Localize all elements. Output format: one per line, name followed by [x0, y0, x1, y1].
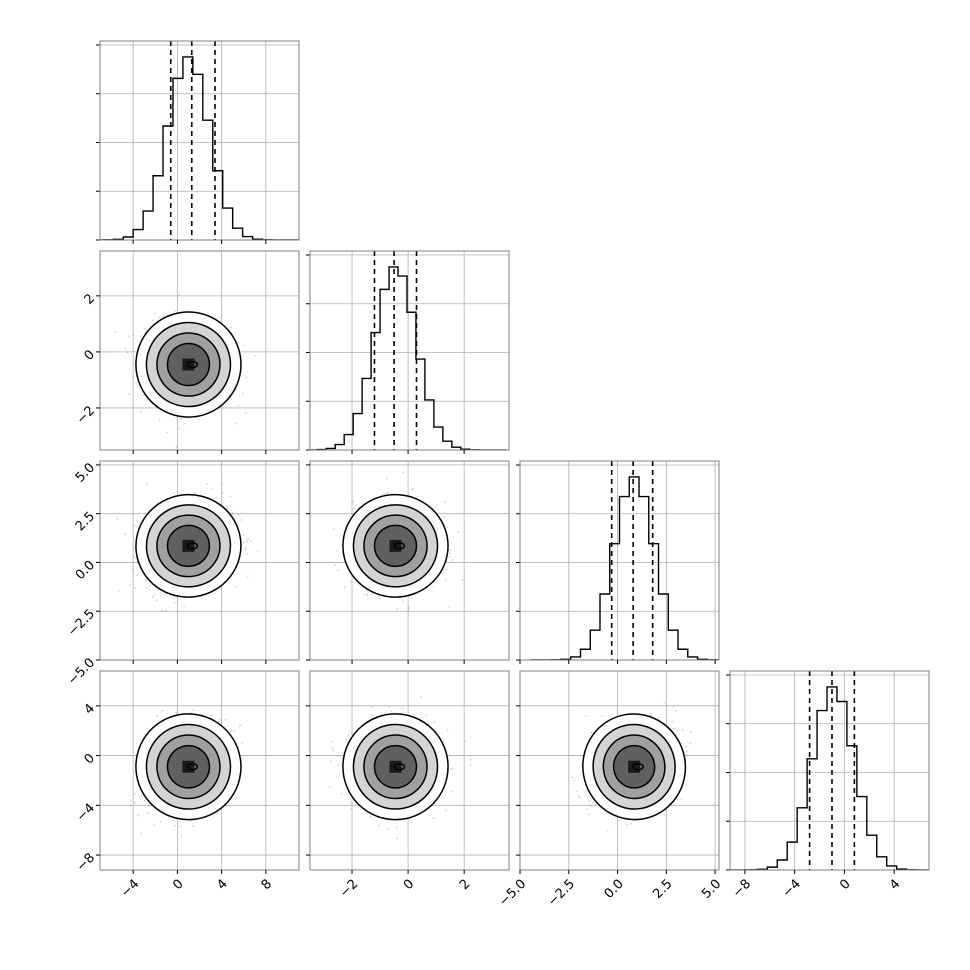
y-tick-label-2-4: 5.0 — [73, 460, 98, 485]
y-tick-label-3-2: 0 — [82, 751, 98, 767]
density-peak-2-0 — [182, 539, 195, 552]
contour-2-1-2 — [352, 504, 439, 588]
contour-inner-2-1 — [393, 542, 406, 550]
x-tick-label-1-1: 0 — [401, 877, 417, 893]
x-tick-label-3-2: 0 — [837, 877, 853, 893]
x-tick-label-1-0: −2 — [337, 877, 361, 901]
x-tick-label-2-3: 2.5 — [650, 877, 675, 902]
contour-inner-3-0 — [186, 763, 199, 771]
density-peak-3-0 — [182, 760, 195, 773]
y-tick-label-3-1: −4 — [74, 801, 98, 825]
contour-2-1-0 — [373, 524, 418, 568]
contour-inner-1-0 — [186, 360, 199, 369]
contour-inner-3-2 — [632, 763, 644, 771]
contour-3-0-2 — [145, 723, 232, 810]
x-tick-label-2-4: 5.0 — [699, 877, 724, 902]
contour-inner-2-0 — [186, 542, 199, 550]
panel-frame-2-0 — [99, 460, 300, 661]
contour-3-2-1 — [602, 734, 666, 800]
x-tick-label-3-1: −4 — [780, 877, 804, 901]
y-tick-label-1-1: 0 — [82, 347, 98, 363]
scatter-panel-3-1 — [306, 670, 510, 874]
x-tick-label-2-1: −2.5 — [545, 877, 578, 910]
panel-frame-3-3 — [729, 670, 930, 871]
hist-panel-0 — [96, 40, 300, 244]
contour-2-1-3 — [342, 493, 449, 598]
histogram-3 — [730, 686, 929, 870]
y-tick-label-3-3: 4 — [82, 701, 98, 717]
density-peak-3-2 — [628, 760, 641, 773]
contour-1-0-2 — [145, 321, 232, 408]
x-tick-label-2-2: 0.0 — [602, 877, 627, 902]
panel-frame-1-1 — [309, 250, 510, 451]
scatter-panel-2-0 — [96, 460, 300, 664]
scatter-panel-3-2 — [516, 670, 720, 874]
y-tick-label-1-2: 2 — [82, 291, 98, 307]
y-tick-label-1-0: −2 — [74, 403, 98, 427]
panel-frame-1-0 — [99, 250, 300, 451]
contour-3-1-2 — [352, 723, 439, 810]
contour-inner-3-1 — [393, 763, 406, 771]
contour-2-0-3 — [135, 493, 242, 598]
contour-1-0-1 — [156, 332, 221, 397]
y-tick-label-3-0: −8 — [74, 851, 98, 875]
y-tick-label-2-2: 0.0 — [73, 558, 98, 583]
x-tick-label-0-1: 0 — [170, 877, 186, 893]
histogram-2 — [531, 476, 719, 660]
scatter-panel-3-0 — [96, 670, 300, 874]
contour-3-1-1 — [363, 734, 428, 800]
density-peak-1-0 — [182, 358, 195, 371]
contour-3-1-3 — [342, 713, 449, 821]
y-tick-label-2-0: −5.0 — [65, 655, 98, 688]
x-tick-label-0-3: 8 — [259, 877, 275, 893]
panel-frame-3-2 — [519, 670, 720, 871]
y-tick-label-2-3: 2.5 — [73, 509, 98, 534]
histogram-1 — [310, 266, 507, 450]
panel-frame-3-1 — [309, 670, 510, 871]
contour-2-1-1 — [363, 514, 428, 578]
panel-frame-0-0 — [99, 40, 300, 241]
contour-3-0-1 — [156, 734, 221, 800]
x-tick-label-0-2: 4 — [214, 877, 230, 893]
x-tick-label-3-3: 4 — [887, 877, 903, 893]
hist-panel-2 — [516, 460, 720, 664]
histogram-0 — [100, 56, 299, 240]
panel-frame-3-0 — [99, 670, 300, 871]
y-tick-label-2-1: −2.5 — [65, 607, 98, 640]
x-tick-label-2-0: −5.0 — [496, 877, 529, 910]
contour-1-0-0 — [166, 342, 211, 387]
hist-panel-1 — [306, 250, 510, 454]
x-tick-label-1-2: 2 — [457, 877, 473, 893]
contour-2-0-2 — [145, 504, 232, 588]
density-peak-3-1 — [389, 760, 402, 773]
contour-3-2-2 — [592, 723, 676, 810]
contour-3-2-3 — [582, 713, 687, 821]
x-tick-label-3-0: −8 — [730, 877, 754, 901]
panel-frame-2-1 — [309, 460, 510, 661]
contour-3-0-3 — [135, 713, 242, 821]
contour-3-0-0 — [166, 744, 211, 789]
x-tick-label-0-0: −4 — [118, 877, 142, 901]
contour-1-0-3 — [135, 311, 242, 418]
panel-frame-2-2 — [519, 460, 720, 661]
contour-3-1-0 — [373, 744, 418, 789]
scatter-panel-1-0 — [96, 250, 300, 454]
contour-3-2-0 — [612, 744, 656, 789]
contour-2-0-0 — [166, 524, 211, 568]
density-peak-2-1 — [389, 539, 402, 552]
contour-2-0-1 — [156, 514, 221, 578]
hist-panel-3 — [726, 670, 930, 874]
scatter-panel-2-1 — [306, 460, 510, 664]
